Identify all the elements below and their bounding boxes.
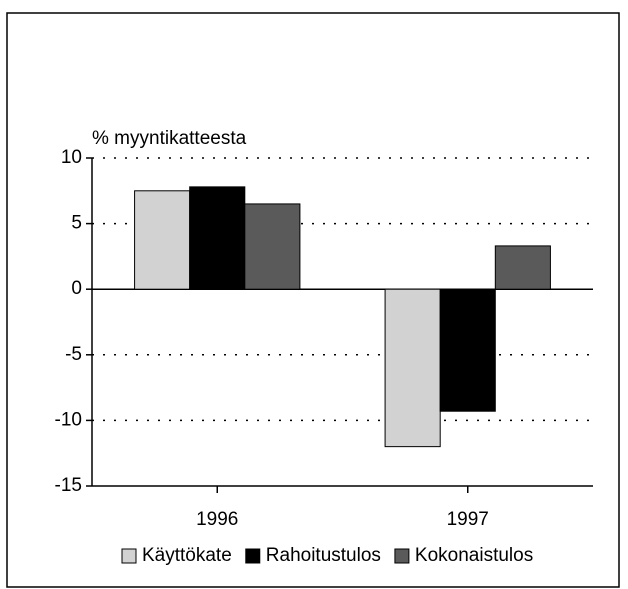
bar [189,186,246,290]
x-tick-label: 1996 [196,509,238,530]
x-tick-label: 1997 [447,509,489,530]
legend-label: Käyttökate [142,545,232,566]
y-tick-label: 10 [61,147,82,168]
y-tick-label: -5 [65,344,82,365]
bar [384,288,441,448]
bar [134,190,191,290]
y-tick-label: -10 [55,409,82,430]
legend-swatch [121,548,137,564]
legend-label: Rahoitustulos [266,545,381,566]
bar [244,203,301,290]
frame [6,12,620,588]
bar [439,288,496,412]
y-tick-label: 0 [71,278,82,299]
bar [494,245,551,290]
y-tick-label: 5 [71,213,82,234]
legend-swatch [394,548,410,564]
y-axis-label: % myyntikatteesta [92,128,247,149]
legend-swatch [245,548,261,564]
y-tick-label: -15 [55,475,82,496]
legend-label: Kokonaistulos [415,545,533,566]
